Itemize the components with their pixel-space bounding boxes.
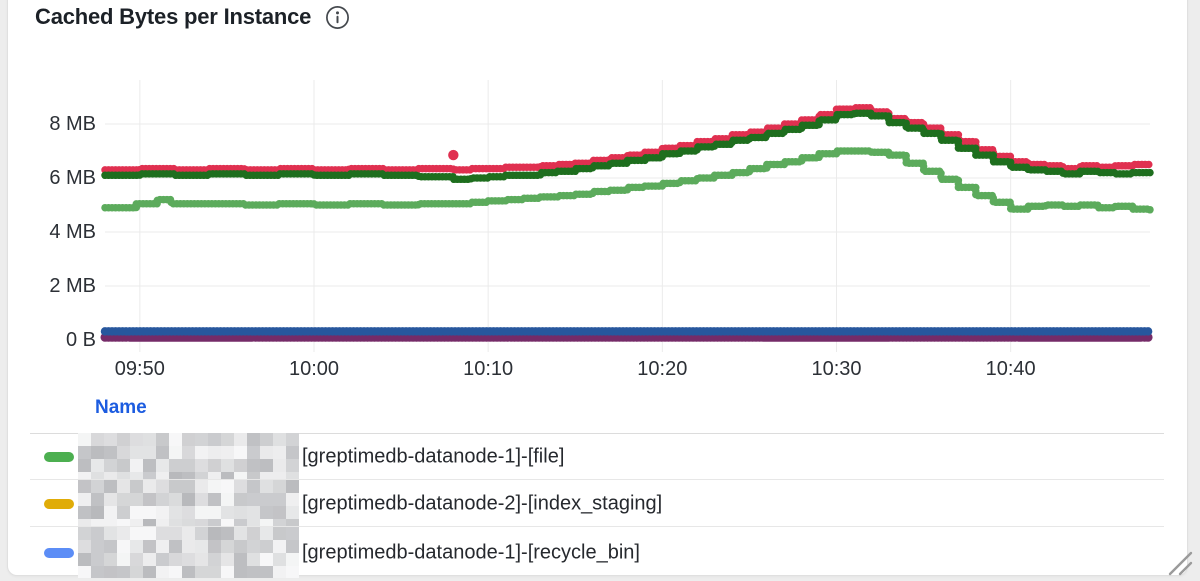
- series-color-marker: [44, 451, 74, 462]
- legend-series-name: [greptimedb-datanode-1]-[file]: [302, 445, 565, 467]
- panel-header: Cached Bytes per Instance: [35, 4, 350, 30]
- x-tick-label: 10:10: [463, 358, 514, 380]
- legend-header-separator: [30, 433, 1164, 434]
- legend-row-separator: [30, 526, 1164, 527]
- series-color-marker: [44, 547, 74, 558]
- legend-row[interactable]: [greptimedb-datanode-1]-[file]: [8, 433, 1186, 480]
- legend-row-separator: [30, 479, 1164, 480]
- series-line-light-green[interactable]: [101, 147, 1154, 215]
- legend-row[interactable]: [greptimedb-datanode-1]-[recycle_bin]: [8, 527, 1186, 578]
- legend-series-name: [greptimedb-datanode-1]-[recycle_bin]: [302, 541, 640, 563]
- x-tick-label: 10:20: [637, 358, 688, 380]
- panel-title: Cached Bytes per Instance: [35, 4, 312, 29]
- series-line-dark-green[interactable]: [101, 109, 1154, 184]
- legend-series-name: [greptimedb-datanode-2]-[index_staging]: [302, 492, 663, 514]
- x-tick-label: 10:40: [985, 358, 1036, 380]
- y-tick-label: 2 MB: [49, 275, 96, 297]
- y-tick-label: 6 MB: [49, 167, 96, 189]
- outlier-point[interactable]: [448, 149, 459, 161]
- redacted-text: [78, 433, 308, 480]
- redacted-text: [78, 527, 308, 578]
- series-color-marker: [44, 498, 74, 509]
- y-tick-label: 4 MB: [49, 221, 96, 243]
- redacted-text: [78, 480, 308, 527]
- y-tick-label: 0 B: [65, 329, 96, 351]
- legend-column-header-name[interactable]: Name: [95, 397, 147, 418]
- info-icon[interactable]: [325, 5, 350, 30]
- legend-row[interactable]: [greptimedb-datanode-2]-[index_staging]: [8, 480, 1186, 527]
- x-tick-label: 10:30: [811, 358, 862, 380]
- panel-resize-handle[interactable]: [1166, 550, 1194, 576]
- x-tick-label: 09:50: [114, 358, 165, 380]
- y-tick-label: 8 MB: [49, 113, 96, 135]
- x-tick-label: 10:00: [288, 358, 340, 380]
